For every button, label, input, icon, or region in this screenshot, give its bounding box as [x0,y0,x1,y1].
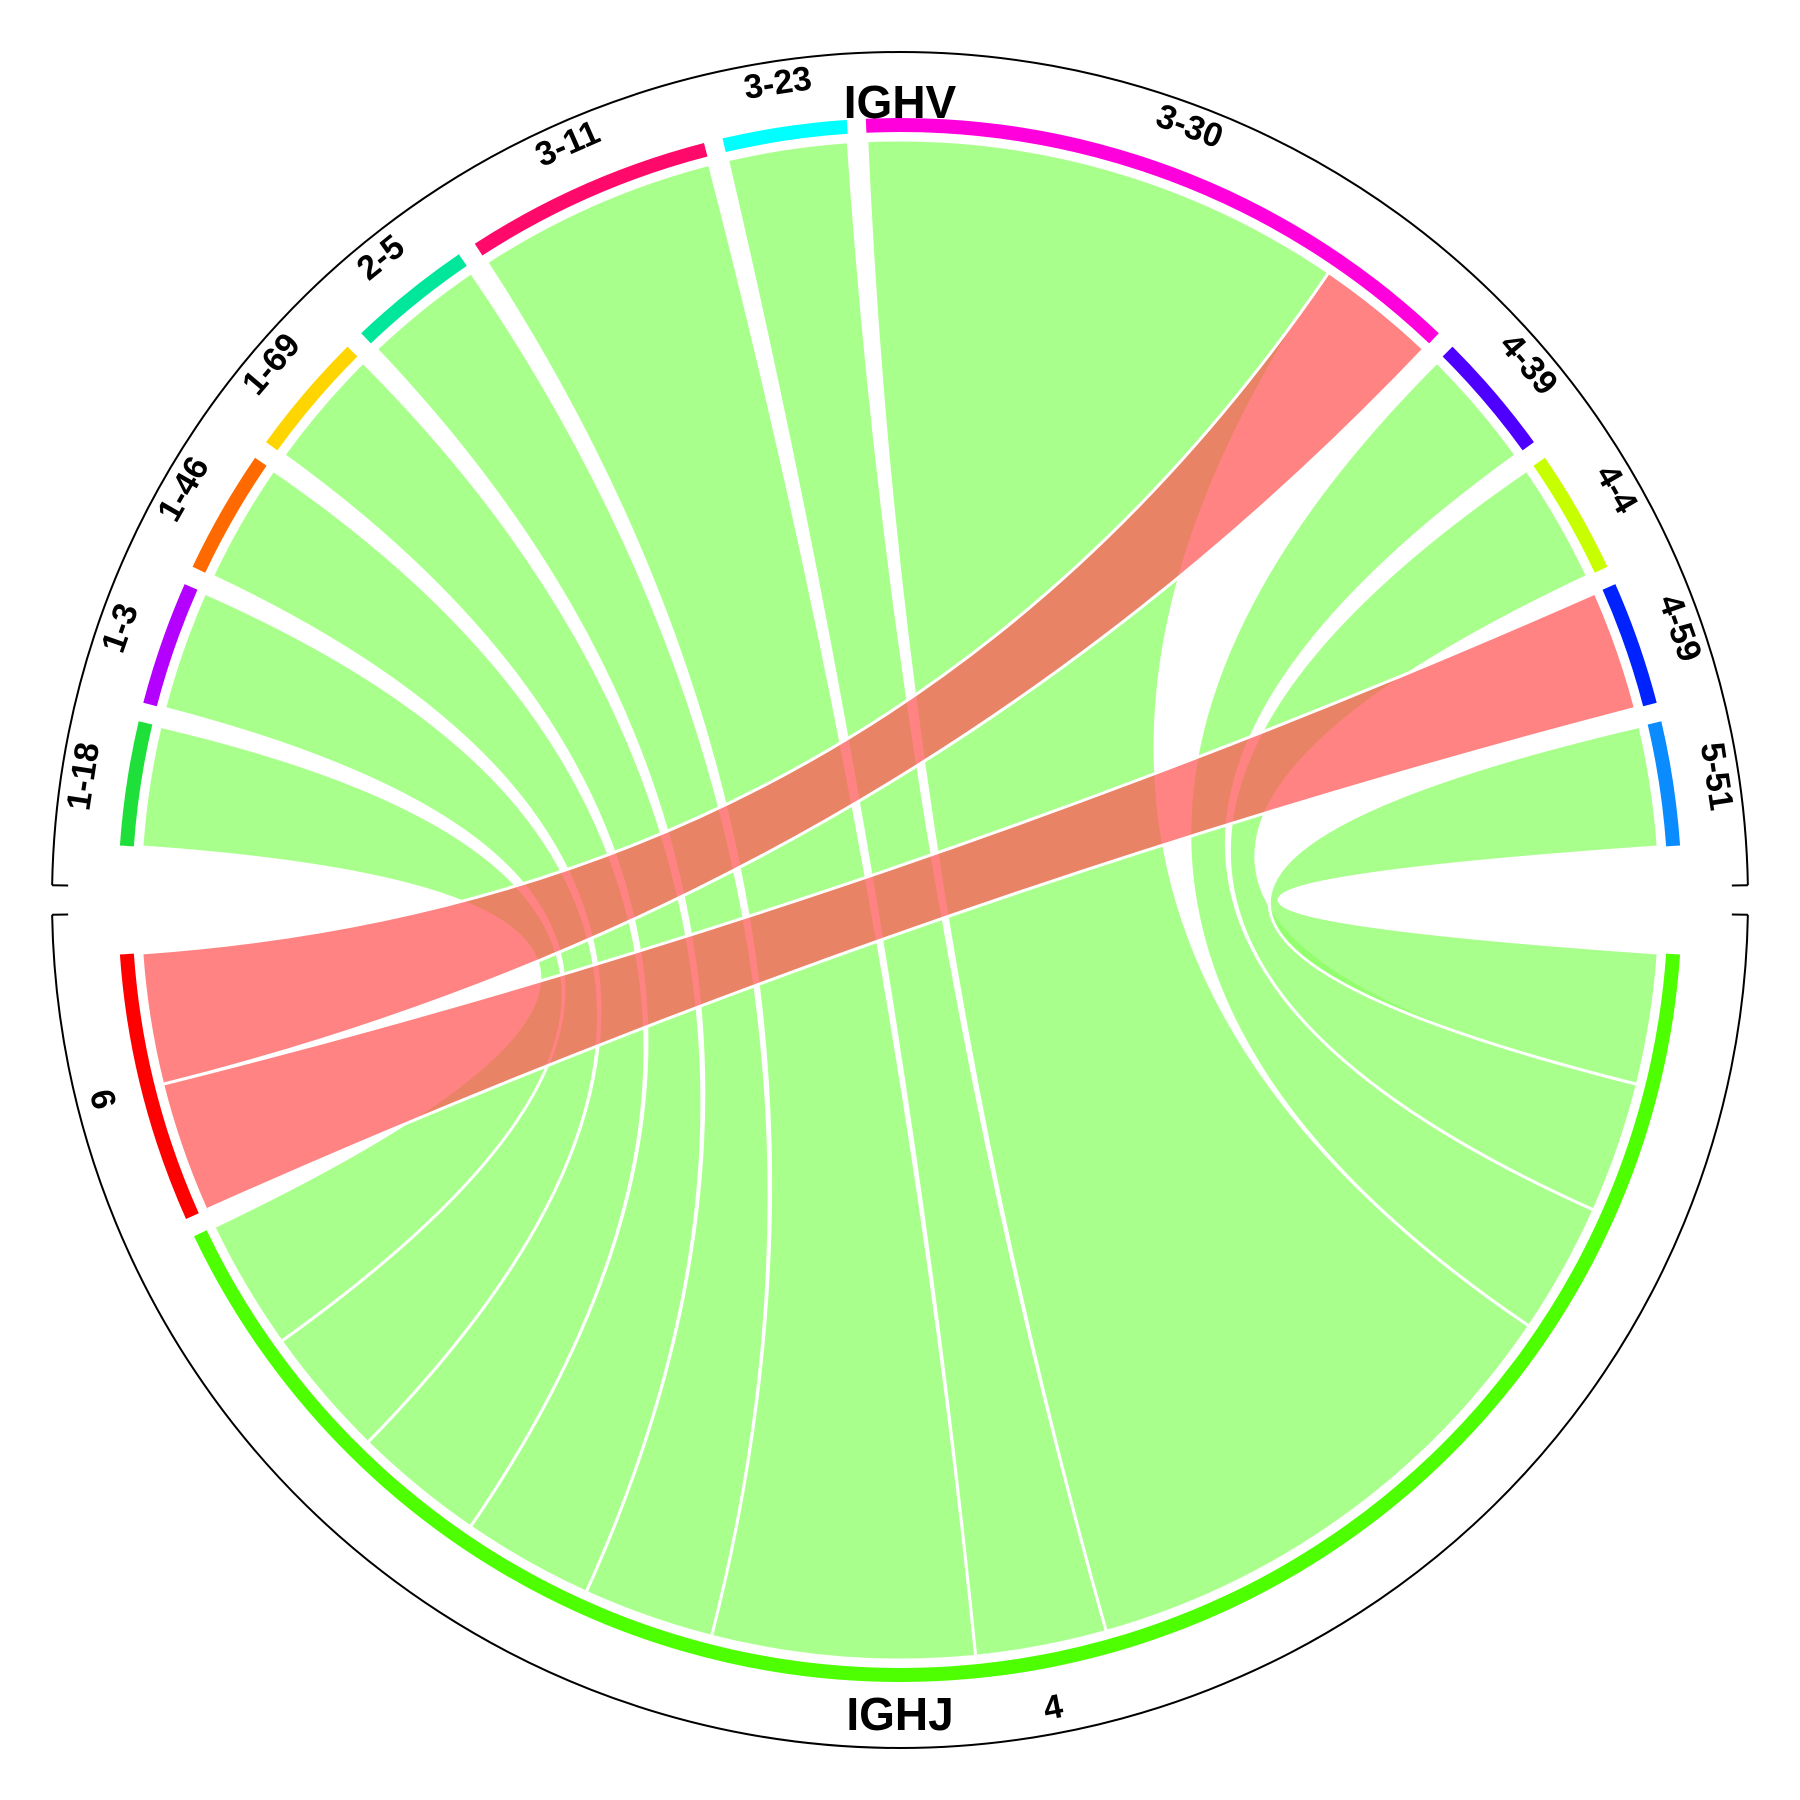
segment-label-1-46: 1-46 [150,450,217,528]
ribbon-3-30-to-4 [865,138,1532,1634]
segment-arc-2-5 [361,254,467,344]
segment-label-4-59: 4-59 [1651,590,1709,667]
group-title-ighv: IGHV [844,76,957,128]
segment-arc-1-18 [119,721,153,847]
segment-arc-1-69 [266,346,358,451]
segment-arc-4-39 [1442,346,1534,451]
group-outline-ighj [51,914,1749,1749]
group-title-ighj: IGHJ [846,1688,953,1740]
ribbon-4-59-to-6 [160,591,1638,1212]
segment-label-3-11: 3-11 [530,113,606,174]
segment-arcs [119,118,1681,1682]
segment-label-1-3: 1-3 [94,599,146,658]
segment-label-6: 6 [82,1086,123,1114]
segment-label-5-51: 5-51 [1693,740,1741,813]
segment-label-4-4: 4-4 [1588,458,1645,520]
segment-arc-1-3 [143,584,198,707]
segment-arc-3-23 [722,119,848,153]
segment-arc-4-4 [1533,457,1608,573]
group-outline-arcs [51,51,1749,1749]
ribbon-5-51-to-4 [1267,724,1660,1087]
segment-label-3-30: 3-30 [1151,97,1228,156]
segment-label-4-39: 4-39 [1492,326,1565,402]
chord-ribbons [140,138,1660,1662]
segment-label-3-23: 3-23 [741,59,814,107]
segment-label-4: 4 [1040,1687,1066,1728]
segment-arc-6 [119,953,199,1219]
segment-label-1-69: 1-69 [235,326,308,402]
segment-arc-1-46 [192,457,267,573]
segment-arc-3-11 [474,142,708,256]
segment-arc-4-59 [1602,584,1657,707]
segment-arc-5-51 [1647,721,1681,847]
segment-label-2-5: 2-5 [350,227,412,287]
segment-arc-3-30 [865,118,1439,344]
segment-label-1-18: 1-18 [59,740,107,813]
group-outline-ighv [51,51,1749,886]
